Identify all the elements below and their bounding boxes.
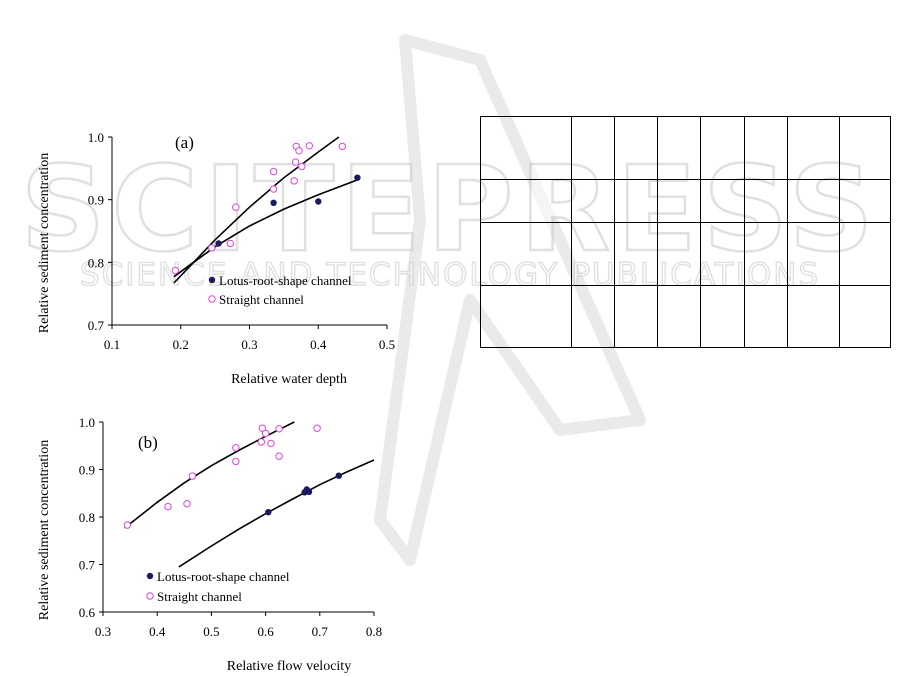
chart-a-xlabel: Relative water depth: [231, 372, 347, 387]
b-x-tick-label: 0.5: [203, 624, 219, 639]
a-point-lotus: [354, 174, 361, 181]
chart-b-panel-label: (b): [138, 433, 158, 452]
b-x-tick-label: 0.3: [95, 624, 111, 639]
chart-b-legend-straight-marker: [146, 592, 154, 600]
watermark-sub-text: SCIENCE AND TECHNOLOGY PUBLICATIONS: [80, 257, 820, 293]
b-fit-line-lotus: [178, 459, 375, 568]
b-y-tick-label: 0.6: [79, 605, 96, 620]
a-point-straight: [269, 185, 278, 193]
a-point-lotus: [215, 240, 222, 247]
b-point-straight: [261, 429, 270, 438]
a-fit-line-lotus: [173, 178, 359, 278]
chart-a-x-ticks: 0.1 0.2 0.3 0.4 0.5: [104, 325, 395, 352]
b-point-straight: [232, 444, 240, 452]
b-point-straight: [267, 439, 275, 448]
a-point-lotus: [315, 198, 322, 205]
a-point-straight: [290, 177, 298, 185]
chart-a-legend: Lotus-root-shape channel Straight channe…: [208, 273, 352, 307]
b-point-straight: [275, 425, 283, 433]
a-point-lotus: [270, 199, 277, 206]
b-x-tick-label: 0.7: [312, 624, 329, 639]
a-point-straight: [232, 203, 240, 211]
chart-a-legend-straight: Straight channel: [219, 292, 304, 307]
a-point-straight: [269, 167, 278, 176]
a-point-straight: [208, 244, 216, 252]
b-point-straight: [164, 502, 172, 511]
a-y-tick-label: 0.7: [88, 318, 105, 333]
chart-b-y-ticks: 0.6 0.7 0.8 0.9 1.0: [79, 415, 103, 620]
b-y-tick-label: 0.8: [79, 510, 95, 525]
chart-b: 0.3 0.4 0.5 0.6 0.7 0.8 0.6 0.7 0.8 0.9 1.0 (b) R…: [37, 415, 382, 674]
table-grid: [480, 116, 891, 348]
a-point-straight: [291, 158, 300, 166]
b-y-tick-label: 0.7: [79, 558, 96, 573]
b-point-straight: [183, 500, 191, 508]
a-fit-line-straight: [173, 136, 340, 284]
a-x-tick-label: 0.3: [241, 337, 257, 352]
a-point-straight: [226, 239, 235, 248]
b-point-lotus: [335, 472, 342, 479]
a-y-tick-label: 0.8: [88, 255, 104, 270]
chart-b-legend-lotus: Lotus-root-shape channel: [157, 569, 290, 584]
chart-a-ylabel: Relative sediment concentration: [37, 153, 52, 333]
a-point-straight: [305, 142, 313, 150]
b-point-straight: [258, 424, 266, 432]
a-point-straight: [171, 266, 180, 275]
a-x-tick-label: 0.1: [104, 337, 120, 352]
b-y-tick-label: 1.0: [79, 415, 95, 430]
b-x-tick-label: 0.6: [257, 624, 274, 639]
b-point-straight: [257, 438, 265, 446]
chart-a-panel-label: (a): [175, 133, 194, 152]
a-x-tick-label: 0.4: [310, 337, 327, 352]
a-point-straight: [338, 142, 346, 151]
a-y-tick-label: 0.9: [88, 193, 104, 208]
b-point-straight: [313, 424, 321, 432]
chart-a-points: [171, 142, 361, 275]
chart-b-ylabel: Relative sediment concentration: [37, 440, 52, 620]
b-point-lotus: [265, 509, 272, 516]
chart-a-legend-lotus-marker: [208, 276, 216, 284]
chart-b-legend-lotus-marker: [146, 572, 154, 580]
chart-a-y-ticks: 0.7 0.8 0.9 1.0: [88, 130, 112, 333]
a-x-tick-label: 0.2: [173, 337, 189, 352]
b-x-tick-label: 0.4: [149, 624, 166, 639]
chart-a-legend-lotus: Lotus-root-shape channel: [219, 273, 352, 288]
a-point-straight: [298, 162, 306, 171]
chart-b-xlabel: Relative flow velocity: [227, 659, 351, 674]
chart-b-x-ticks: 0.3 0.4 0.5 0.6 0.7 0.8: [95, 612, 382, 639]
b-point-straight: [188, 472, 197, 480]
chart-b-legend-straight: Straight channel: [157, 589, 242, 604]
a-y-tick-label: 1.0: [88, 130, 104, 145]
b-point-straight: [232, 457, 240, 466]
b-y-tick-label: 0.9: [79, 463, 95, 478]
chart-a-legend-straight-marker: [208, 295, 216, 303]
watermark-big-text: SCITEPRESS: [20, 140, 879, 278]
a-x-tick-label: 0.5: [379, 337, 395, 352]
chart-b-legend: Lotus-root-shape channel Straight channe…: [146, 569, 290, 604]
b-point-straight: [123, 521, 132, 529]
empty-table: [480, 116, 891, 348]
chart-a-fit-lines: [173, 136, 359, 284]
table-border: [480, 116, 891, 348]
chart-a: 0.1 0.2 0.3 0.4 0.5 0.7 0.8 0.9 1.0 (a) Relativ…: [37, 130, 395, 387]
b-point-straight: [275, 452, 283, 460]
chart-b-fit-lines: [124, 421, 375, 568]
b-point-lotus: [305, 488, 313, 495]
b-x-tick-label: 0.8: [366, 624, 382, 639]
chart-b-points: [123, 424, 342, 529]
a-point-straight: [295, 147, 303, 155]
